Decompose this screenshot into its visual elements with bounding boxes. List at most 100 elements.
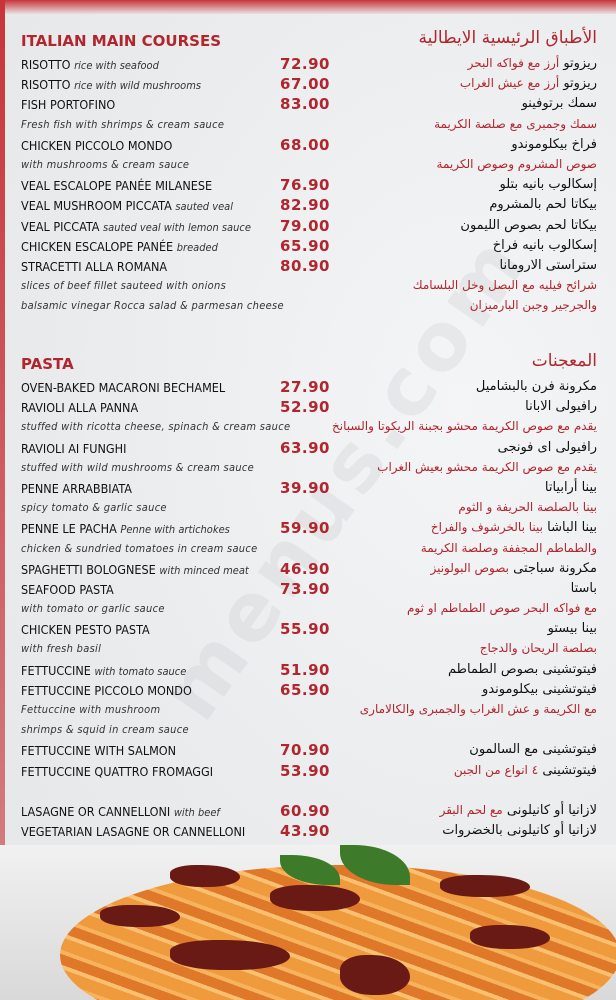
item-name-en: FETTUCCINE PICCOLO MONDO bbox=[21, 683, 192, 698]
arabic-name: فيتوتشينى bbox=[542, 762, 597, 778]
item-price: 65.90 bbox=[280, 236, 330, 255]
item-description: with tomato or garlic sauce bbox=[21, 602, 165, 616]
arabic-name: إسكالوب بانيه بتلو bbox=[499, 177, 597, 193]
arabic-name: باستا bbox=[570, 580, 597, 596]
item-name-ar: بينا الباشا بينا بالخرشوف والفراخ bbox=[431, 520, 597, 535]
section-header: PASTA المعجنات bbox=[0, 351, 616, 377]
item-price: 70.90 bbox=[280, 741, 330, 760]
item-name: FETTUCCINE WITH SALMON bbox=[21, 743, 177, 759]
item-name-en: CHICKEN PICCOLO MONDO bbox=[21, 138, 172, 153]
description-row: stuffed with wild mushrooms & cream sauc… bbox=[0, 458, 616, 478]
sundried-tomato bbox=[170, 865, 240, 887]
description-row: chicken & sundried tomatoes in cream sau… bbox=[0, 539, 616, 559]
item-description: Fresh fish with shrimps & cream sauce bbox=[21, 117, 225, 131]
menu-item: OVEN-BAKED MACARONI BECHAMEL 27.90 مكرونة … bbox=[0, 377, 616, 397]
sundried-tomato bbox=[170, 940, 290, 970]
menu-item: RISOTTO rice with seafood 72.90 ريزوتو أرز… bbox=[0, 54, 616, 74]
item-description: with minced meat bbox=[159, 563, 249, 577]
arabic-name: بينا الباشا bbox=[547, 520, 597, 536]
arabic-name: لازانيا أو كانيلونى بالخضروات bbox=[442, 823, 597, 839]
arabic-description: شرائح فيليه مع البصل وخل البلسامك bbox=[412, 278, 597, 293]
item-price: 53.90 bbox=[280, 761, 330, 780]
item-price: 82.90 bbox=[280, 196, 330, 215]
item-name-ar: والجرجير وجبن البارميزان bbox=[470, 298, 597, 313]
arabic-description: أرز مع عيش الغراب bbox=[459, 76, 560, 91]
item-price: 65.90 bbox=[280, 680, 330, 699]
menu-item: VEAL PICCATA sauted veal with lemon sauc… bbox=[0, 216, 616, 236]
arabic-description: مع الكريمة و عش الغراب والجمبرى والكالام… bbox=[359, 702, 597, 716]
item-name-en: VEAL MUSHROOM PICCATA sauted veal bbox=[21, 198, 233, 213]
item-name-ar: بينا بالصلصة الحريفة و الثوم bbox=[458, 500, 597, 515]
item-price: 51.90 bbox=[280, 660, 330, 679]
item-name-ar: فيتوتشينى بيكلوموندو bbox=[482, 682, 597, 697]
item-description: sauted veal bbox=[175, 200, 233, 214]
arabic-name: ستراستى الارومانا bbox=[499, 257, 597, 273]
item-price: 79.00 bbox=[280, 216, 330, 235]
section-title-ar: المعجنات bbox=[531, 351, 597, 371]
item-description: with fresh basil bbox=[21, 642, 102, 656]
item-name-ar: بينا بيستو bbox=[548, 621, 597, 636]
item-name-ar: والطماطم المجففة وصلصة الكريمة bbox=[421, 541, 597, 556]
item-description: with mushrooms & cream sauce bbox=[21, 157, 190, 171]
item-name-en: SEAFOOD PASTA bbox=[21, 582, 114, 597]
item-price: 55.90 bbox=[280, 620, 330, 639]
menu-item: CHICKEN PICCOLO MONDO 68.00 فراخ بيكلوموند… bbox=[0, 135, 616, 155]
item-description: rice with seafood bbox=[74, 59, 159, 72]
item-name-ar: يقدم مع صوص الكريمة محشو بجبنة الريكوتا … bbox=[332, 419, 597, 434]
section-title-en: PASTA bbox=[21, 355, 74, 373]
item-name-ar: مع فواكه البحر صوص الطماطم او ثوم bbox=[407, 601, 597, 616]
section-header: ITALIAN MAIN COURSES الأطباق الرئيسية الا… bbox=[0, 28, 616, 54]
item-description: Fettuccine with mushroom bbox=[21, 703, 161, 716]
item-description: shrimps & squid in cream sauce bbox=[21, 723, 189, 737]
menu-item: FETTUCCINE PICCOLO MONDO 65.90 فيتوتشينى ب… bbox=[0, 680, 616, 700]
item-description: Penne with artichokes bbox=[120, 523, 230, 537]
item-name: VEAL ESCALOPE PANÉE MILANESE bbox=[21, 178, 213, 194]
item-name-en: FISH PORTOFINO bbox=[21, 97, 115, 112]
item-name-en: VEAL PICCATA sauted veal with lemon sauc… bbox=[21, 219, 251, 234]
section-main-courses: ITALIAN MAIN COURSES الأطباق الرئيسية الا… bbox=[0, 28, 616, 316]
item-name-en: RISOTTO rice with seafood bbox=[21, 57, 159, 72]
arabic-name: ريزوتو bbox=[563, 76, 597, 92]
item-price: 76.90 bbox=[280, 176, 330, 195]
item-name-en: RAVIOLI ALLA PANNA bbox=[21, 400, 138, 415]
item-name: FETTUCCINE bbox=[21, 662, 91, 678]
item-price: 46.90 bbox=[280, 559, 330, 578]
top-border bbox=[0, 0, 616, 14]
item-name-ar: مع الكريمة و عش الغراب والجمبرى والكالام… bbox=[360, 702, 597, 717]
section-title-en: ITALIAN MAIN COURSES bbox=[21, 32, 222, 50]
item-price: 39.90 bbox=[280, 478, 330, 497]
description-row: balsamic vinegar Rocca salad & parmesan … bbox=[0, 296, 616, 316]
arabic-name: بيكاتا لحم بصوص الليمون bbox=[460, 217, 597, 233]
item-price: 67.00 bbox=[280, 75, 330, 94]
item-name-ar: لازانيا أو كانيلونى مع لحم البقر bbox=[440, 803, 597, 818]
arabic-name: بيكاتا لحم بالمشروم bbox=[489, 197, 597, 213]
item-name: SPAGHETTI BOLOGNESE bbox=[21, 561, 156, 577]
arabic-name: رافيولى اى فونجى bbox=[497, 439, 597, 455]
item-price: 73.90 bbox=[280, 579, 330, 598]
description-row: stuffed with ricotta cheese, spinach & c… bbox=[0, 417, 616, 437]
menu-item: FETTUCCINE WITH SALMON 70.90 فيتوتشينى مع … bbox=[0, 740, 616, 760]
item-price: 43.90 bbox=[280, 822, 330, 841]
description-row: shrimps & squid in cream sauce bbox=[0, 720, 616, 740]
item-name-ar: يقدم مع صوص الكريمة محشو بعيش الغراب bbox=[377, 460, 597, 475]
item-name: CHICKEN ESCALOPE PANÉE bbox=[21, 238, 174, 254]
description-row: with tomato or garlic sauce مع فواكه البح… bbox=[0, 599, 616, 619]
item-name: FISH PORTOFINO bbox=[21, 97, 116, 113]
menu-item: VEAL MUSHROOM PICCATA sauted veal 82.90 بي… bbox=[0, 195, 616, 215]
item-description: stuffed with wild mushrooms & cream sauc… bbox=[21, 460, 255, 474]
description-row: spicy tomato & garlic sauce بينا بالصلصة … bbox=[0, 498, 616, 518]
item-name: VEGETARIAN LASAGNE OR CANNELLONI bbox=[21, 824, 246, 840]
item-name-ar: لازانيا أو كانيلونى بالخضروات bbox=[442, 823, 597, 838]
item-name: RAVIOLI ALLA PANNA bbox=[21, 400, 139, 416]
item-name-ar: سمك برتوفينو bbox=[522, 96, 597, 111]
arabic-name: مكرونة سباجتى bbox=[513, 560, 597, 576]
arabic-name: فراخ بيكلوموندو bbox=[511, 136, 597, 152]
item-name-en: CHICKEN ESCALOPE PANÉE breaded bbox=[21, 239, 218, 254]
item-name: VEAL PICCATA bbox=[21, 218, 100, 234]
item-name-ar: صوص المشروم وصوص الكريمة bbox=[437, 157, 597, 172]
description-row: Fresh fish with shrimps & cream sauce سمك… bbox=[0, 115, 616, 135]
item-price: 72.90 bbox=[280, 55, 330, 73]
item-name-en: PENNE LE PACHA Penne with artichokes bbox=[21, 521, 230, 536]
item-price: 27.90 bbox=[280, 378, 330, 396]
